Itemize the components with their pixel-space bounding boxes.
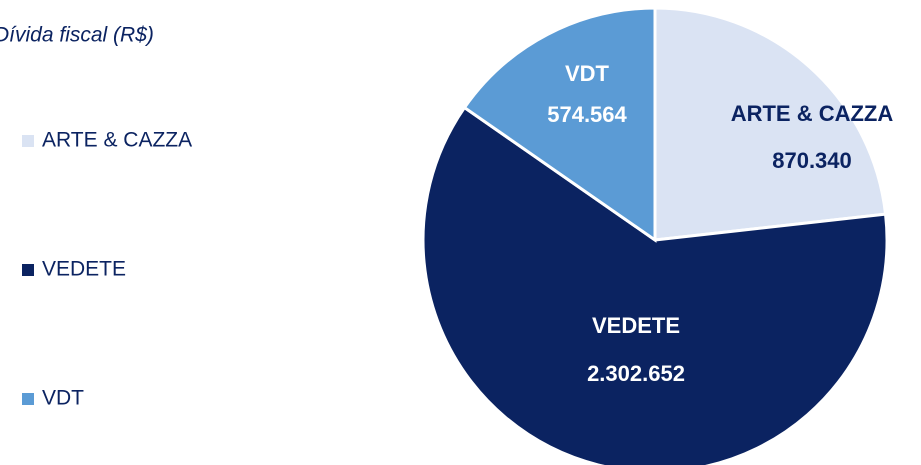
slice-label: VDT xyxy=(565,61,610,86)
slice-value: 574.564 xyxy=(547,102,627,127)
legend-swatch xyxy=(22,264,34,276)
slice-label: VEDETE xyxy=(592,313,680,338)
pie-slice xyxy=(653,6,888,242)
chart-title: Dívida fiscal (R$) xyxy=(0,24,154,47)
legend-swatch xyxy=(22,393,34,405)
legend-label: VEDETE xyxy=(42,258,126,281)
legend-label: ARTE & CAZZA xyxy=(42,129,192,152)
pie-slice xyxy=(462,6,657,243)
slice-value: 870.340 xyxy=(772,148,852,173)
slice-label: ARTE & CAZZA xyxy=(731,101,894,126)
slice-value: 2.302.652 xyxy=(587,361,685,386)
legend-swatch xyxy=(22,135,34,147)
legend-label: VDT xyxy=(42,387,84,410)
